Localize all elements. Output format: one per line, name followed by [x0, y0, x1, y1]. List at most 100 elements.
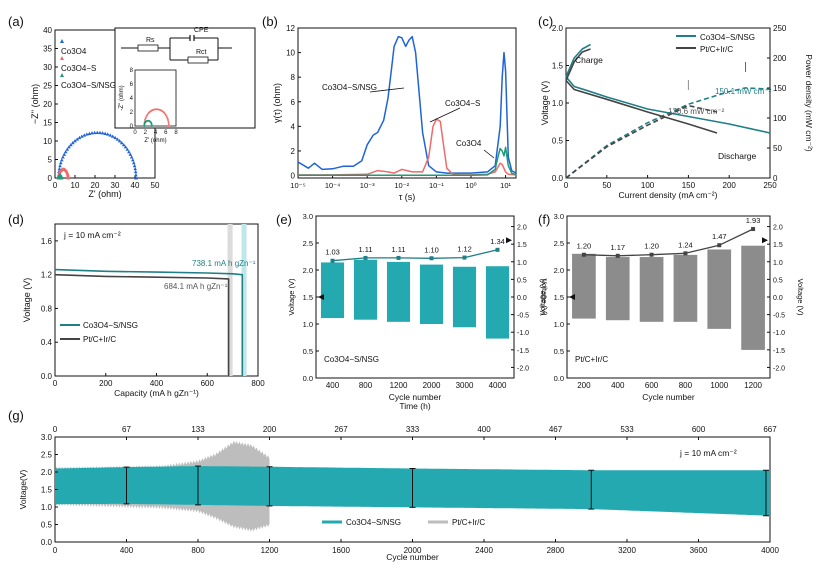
panel-e-frame — [315, 215, 515, 379]
x-axis-label: Z' (ohm) — [88, 189, 121, 199]
data-point — [80, 134, 84, 138]
capacity-label: 738.1 mA h gZn⁻¹ — [192, 259, 256, 268]
x-tick-label: 400 — [611, 381, 625, 390]
series-line — [298, 146, 517, 177]
data-point — [717, 243, 722, 248]
y-tick-label: 0 — [48, 174, 53, 183]
y2-tick-label: 100 — [773, 114, 787, 123]
top-x-tick-label: 533 — [620, 425, 634, 434]
x-tick-label: 800 — [679, 381, 693, 390]
data-point — [123, 145, 128, 149]
data-point — [133, 166, 137, 171]
x-axis-label: Cycle number — [389, 392, 442, 402]
inset-point — [150, 123, 153, 126]
panel-e-tag: (e) — [276, 212, 292, 227]
x-tick-label: 600 — [645, 381, 659, 390]
data-point — [117, 139, 122, 143]
data-point — [119, 140, 124, 145]
data-point — [98, 130, 102, 135]
current-density-label: j = 10 mA cm⁻² — [679, 448, 737, 458]
data-point — [495, 247, 500, 252]
inset-point — [145, 115, 148, 118]
data-point — [69, 142, 73, 147]
x-tick-label: 200 — [99, 379, 113, 388]
panel-b-frame — [297, 27, 517, 179]
bar — [353, 259, 378, 320]
y-tick-label: 1.0 — [552, 99, 564, 108]
data-point — [77, 135, 82, 140]
x-tick-label: 0 — [53, 379, 58, 388]
series-line — [565, 87, 771, 179]
axis-arrow — [569, 294, 575, 300]
y-tick-label: 0.4 — [41, 338, 53, 347]
data-point — [71, 140, 75, 145]
y2-tick-label: 50 — [773, 144, 782, 153]
data-point — [82, 133, 87, 137]
y-tick-label: 2 — [291, 147, 296, 156]
data-point — [75, 137, 79, 141]
peak-label: 150.1 mW cm⁻² — [715, 87, 772, 96]
bar — [452, 266, 477, 328]
x-tick-label: 400 — [326, 381, 340, 390]
y-tick-label: 1.5 — [554, 293, 564, 302]
data-point — [85, 132, 89, 136]
top-x-tick-label: 67 — [122, 425, 131, 434]
circuit-label-rct: Rct — [196, 49, 207, 56]
y-tick-label: 12 — [286, 24, 295, 33]
y2-tick-label: 0.0 — [517, 295, 527, 302]
x-tick-label: 200 — [723, 181, 737, 190]
y2-tick-label: 0.5 — [517, 277, 527, 284]
legend-label: Co3O4−S/NSG — [61, 81, 116, 90]
data-point — [95, 130, 100, 134]
data-point — [59, 176, 64, 180]
data-point — [90, 131, 94, 135]
x-tick-label: 4000 — [489, 381, 507, 390]
y2-tick-label: 150 — [773, 84, 787, 93]
x-tick-label: 10⁻³ — [360, 181, 375, 190]
panel-g-tag: (g) — [8, 408, 24, 423]
series-line — [298, 118, 517, 176]
y2-tick-label: 1.0 — [517, 260, 527, 267]
y-tick-label: 1.5 — [303, 293, 313, 302]
legend-label: Pt/C+Ir/C — [700, 45, 733, 54]
capacity-label: 684.1 mA h gZn⁻¹ — [164, 282, 228, 291]
inset-axes — [134, 69, 177, 127]
circuit-label-cpe: CPE — [194, 27, 209, 34]
y-tick-label: 0.0 — [41, 538, 53, 547]
peak-label: 120.6 mW cm⁻² — [668, 107, 725, 116]
legend-marker — [60, 39, 64, 43]
x-tick-label: 0 — [53, 546, 58, 555]
circuit-label-rs: Rs — [146, 37, 155, 44]
data-label: 1.34 — [490, 237, 505, 246]
bar — [485, 266, 510, 339]
inset-y-tick: 8 — [130, 68, 134, 74]
annotation-leader — [369, 87, 405, 93]
y-tick-label: 0.5 — [303, 347, 313, 356]
bar — [605, 257, 630, 321]
data-point — [396, 255, 401, 260]
y2-tick-label: -0.5 — [517, 313, 529, 320]
inset-point — [144, 119, 147, 122]
y-axis-label: Voltage (V) — [22, 278, 32, 323]
y2-tick-label: -1.0 — [517, 330, 529, 337]
bar — [386, 261, 411, 322]
data-point — [66, 176, 70, 180]
y-tick-label: 0.0 — [41, 372, 53, 381]
x-tick-label: 10⁻² — [394, 181, 409, 190]
y-tick-label: 5 — [48, 156, 53, 165]
inset-point — [165, 115, 168, 118]
y2-tick-label: 0.5 — [773, 277, 783, 284]
data-point — [57, 166, 62, 171]
data-label: 1.24 — [678, 240, 693, 249]
series-line — [565, 43, 591, 78]
axis-arrow — [506, 237, 512, 244]
inset-x-tick: 8 — [174, 130, 178, 136]
x-tick-label: 150 — [682, 181, 696, 190]
x-tick-label: 800 — [191, 546, 205, 555]
y2-tick-label: 0 — [773, 174, 778, 183]
bar — [639, 257, 664, 322]
data-point — [73, 139, 77, 143]
inset-y-tick: 6 — [130, 82, 134, 88]
current-density-label: j = 10 mA cm⁻² — [63, 230, 121, 240]
top-x-tick-label: 200 — [263, 425, 277, 434]
